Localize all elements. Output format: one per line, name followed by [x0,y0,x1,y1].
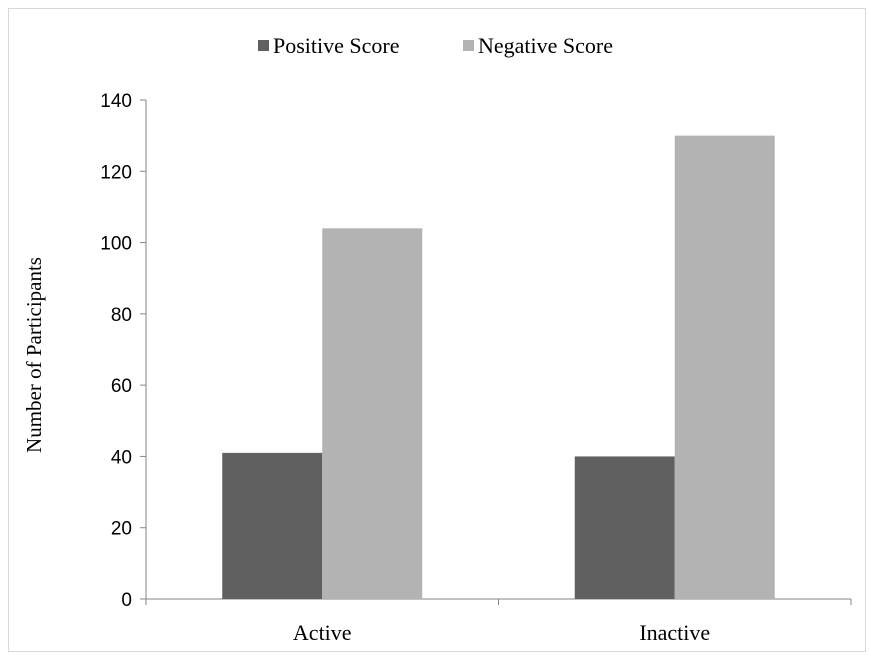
bar-positive-score-inactive [574,456,675,599]
bar-negative-score-active [322,228,423,600]
y-tick-label: 60 [111,376,132,397]
y-tick-label: 40 [111,447,132,468]
y-axis-title: Number of Participants [22,257,46,453]
bar-positive-score-active [222,452,323,599]
x-axis: Active Inactive [145,598,852,645]
y-tick-label: 80 [111,305,132,326]
legend-label: Positive Score [273,33,400,58]
y-tick-label: 20 [111,519,132,540]
legend-label: Negative Score [478,33,613,58]
legend-swatch [463,40,474,51]
bars [222,135,775,600]
legend: Positive Score Negative Score [258,33,613,58]
y-tick-label: 0 [121,590,132,611]
y-axis: 0 20 40 60 80 100 120 140 [100,91,147,611]
x-category-label: Active [293,620,352,645]
legend-swatch [258,40,269,51]
y-tick-label: 100 [100,234,132,255]
x-category-label: Inactive [639,620,710,645]
y-tick-label: 120 [100,162,132,183]
y-tick-label: 140 [100,91,132,112]
bar-negative-score-inactive [674,135,775,599]
